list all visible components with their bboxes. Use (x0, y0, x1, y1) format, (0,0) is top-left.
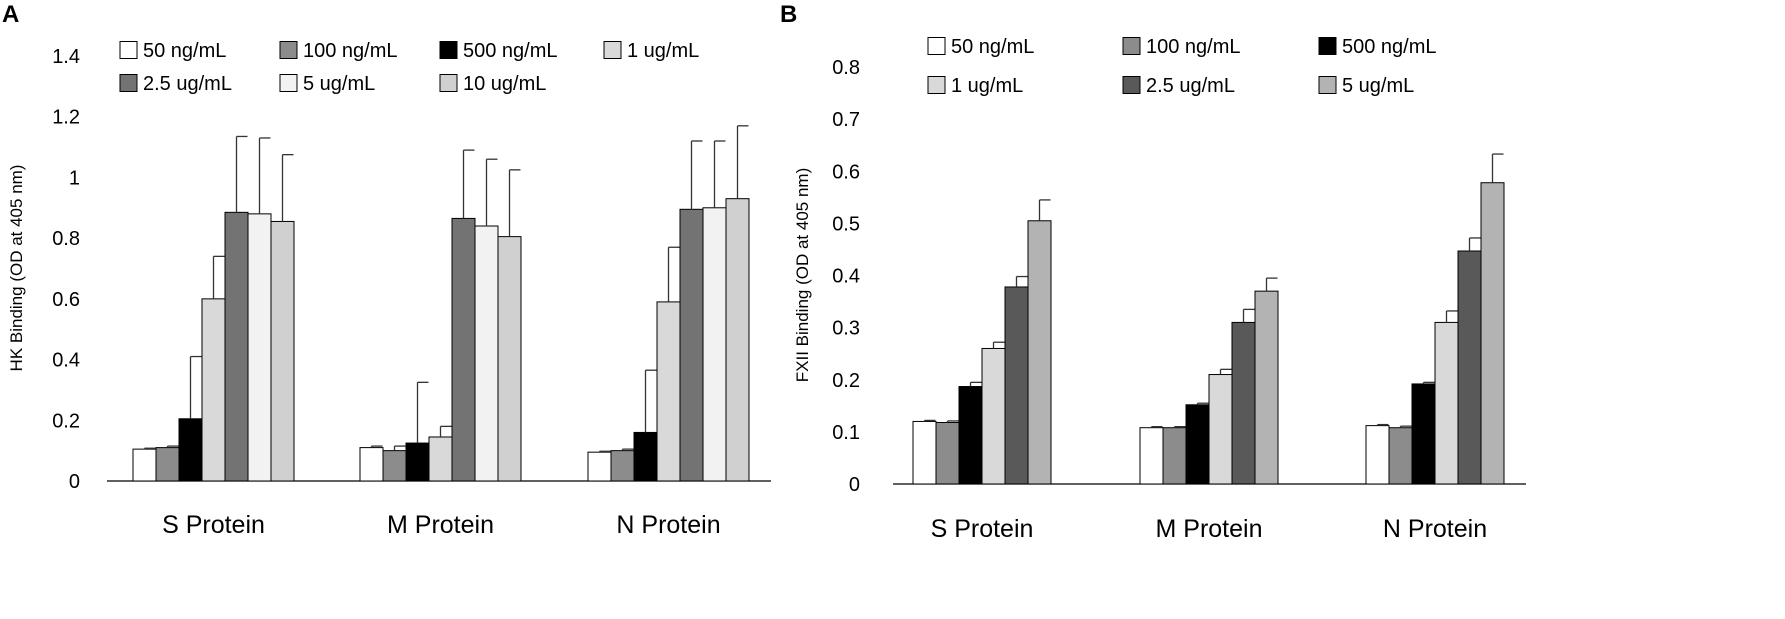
panel-a-bar (382, 450, 407, 482)
panel-a-bar (201, 298, 226, 482)
panel-b-bar (1004, 286, 1029, 485)
panel-b-bar (1231, 321, 1256, 485)
panel-b-bar (1162, 427, 1187, 485)
panel-a-legend-label: 100 ng/mL (303, 40, 398, 62)
panel-a-label: A (2, 1, 19, 28)
panel-a-chart: A HK Binding (OD at 405 nm) 0 0.2 0.4 0.6 0.8 1… (2, 1, 771, 539)
panel-a-category-label: M Protein (387, 511, 494, 539)
panel-a-bar (702, 207, 727, 482)
panel-b-bar (1139, 427, 1164, 485)
panel-b-bar (1254, 290, 1279, 485)
panel-b-legend-swatch (927, 76, 946, 94)
panel-b-y-tick-label: 0.5 (832, 213, 860, 235)
panel-a-category-label: N Protein (616, 511, 720, 539)
panel-b-y-tick-label: 0 (849, 474, 860, 496)
panel-a-bar (451, 217, 476, 482)
panel-a-y-tick-label: 1.2 (52, 107, 80, 129)
panel-b-bar (1480, 182, 1505, 485)
panel-b-y-tick-label: 0.2 (832, 370, 860, 392)
panel-b-legend-label: 50 ng/mL (951, 36, 1034, 58)
panel-a-bar (132, 448, 157, 482)
panel-b-legend-label: 500 ng/mL (1342, 36, 1437, 58)
panel-b-bar (981, 347, 1006, 485)
panel-b-y-tick-label: 0.8 (832, 57, 860, 79)
panel-a-bar (656, 301, 681, 482)
panel-a-y-tick-label: 0.2 (52, 410, 80, 432)
panel-a-category-label: S Protein (162, 511, 265, 539)
panel-b-bar (958, 386, 983, 485)
panel-a-legend-swatch (119, 74, 138, 92)
panel-a-bar (587, 451, 612, 482)
panel-a-y-tick-label: 0.4 (52, 350, 80, 372)
panel-a-bar (405, 442, 430, 482)
panel-a-bar (679, 208, 704, 482)
panel-b-bar (1434, 321, 1459, 485)
panel-a-bar (610, 450, 635, 482)
panel-b-bar (1457, 250, 1482, 485)
panel-a-legend-label: 1 ug/mL (627, 40, 699, 62)
panel-b-legend-label: 100 ng/mL (1146, 36, 1241, 58)
panel-a-bar (725, 198, 750, 482)
panel-a-bar (247, 213, 272, 482)
panel-a-legend-swatch (603, 41, 622, 59)
panel-a-y-tick-label: 0 (69, 471, 80, 493)
panel-b-legend-label: 2.5 ug/mL (1146, 75, 1235, 97)
panel-b-chart: B FXII Binding (OD at 405 nm) 0 0.1 0.2 0.3 0.… (780, 1, 1526, 543)
panel-b-y-tick-label: 0.6 (832, 161, 860, 183)
panel-b-bar (1365, 425, 1390, 485)
panel-b-bar (1388, 427, 1413, 485)
panel-a-y-axis-title: HK Binding (OD at 405 nm) (7, 165, 26, 372)
panel-a-legend-swatch (439, 74, 458, 92)
panel-b-y-tick-label: 0.3 (832, 318, 860, 340)
panel-b-bar (912, 420, 937, 485)
panel-b-bar (1027, 220, 1052, 485)
panel-b-legend-swatch (1318, 76, 1337, 94)
panel-b-legend-swatch (1318, 37, 1337, 55)
panel-b-y-axis-title: FXII Binding (OD at 405 nm) (793, 168, 812, 382)
panel-b-category-label: M Protein (1156, 515, 1263, 543)
panel-a-legend-label: 50 ng/mL (143, 40, 226, 62)
panel-b-legend-swatch (927, 37, 946, 55)
panel-a-y-tick-label: 1 (69, 167, 80, 189)
panel-a-legend-label: 500 ng/mL (463, 40, 558, 62)
panel-a-bar (178, 418, 203, 482)
panel-b-label: B (780, 1, 797, 28)
panel-a-legend-label: 5 ug/mL (303, 73, 375, 95)
panel-a-y-tick-label: 1.4 (52, 46, 80, 68)
panel-a-bar (633, 431, 658, 482)
panel-a-bar (428, 436, 453, 482)
panel-a-bar (155, 447, 180, 482)
panel-b-legend-label: 5 ug/mL (1342, 75, 1414, 97)
panel-a-bar (359, 447, 384, 482)
panel-a-legend-swatch (279, 41, 298, 59)
panel-a-bar (497, 236, 522, 482)
panel-a-y-tick-label: 0.6 (52, 289, 80, 311)
panel-b-y-tick-label: 0.7 (832, 109, 860, 131)
panel-a-y-tick-label: 0.8 (52, 228, 80, 250)
panel-a-legend-swatch (439, 41, 458, 59)
panel-a-bar (474, 225, 499, 482)
panel-b-bar (935, 421, 960, 485)
panel-b-legend-swatch (1122, 37, 1141, 55)
panel-a-bar (270, 220, 295, 482)
panel-a-legend-swatch (279, 74, 298, 92)
panel-b-category-label: N Protein (1383, 515, 1487, 543)
panel-b-bar (1185, 404, 1210, 485)
panel-b-bar (1411, 383, 1436, 485)
panel-b-y-tick-label: 0.4 (832, 266, 860, 288)
panel-b-category-label: S Protein (931, 515, 1034, 543)
panel-a-legend-label: 10 ug/mL (463, 73, 546, 95)
panel-a-legend-swatch (119, 41, 138, 59)
panel-b-bar (1208, 374, 1233, 485)
panel-a-bar (224, 211, 249, 482)
panel-b-legend-label: 1 ug/mL (951, 75, 1023, 97)
panel-b-legend-swatch (1122, 76, 1141, 94)
panel-a-legend-label: 2.5 ug/mL (143, 73, 232, 95)
panel-b-y-tick-label: 0.1 (832, 422, 860, 444)
